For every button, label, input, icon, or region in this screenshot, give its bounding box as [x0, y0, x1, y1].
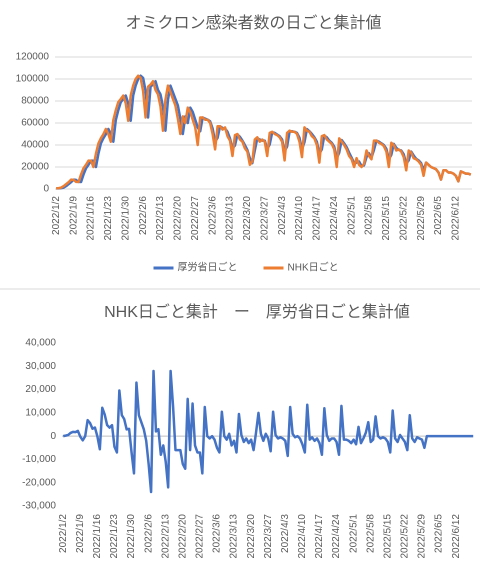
- x-tick-label: 2022/5/22: [398, 196, 409, 241]
- y-tick-label: 60000: [21, 118, 49, 129]
- y-tick-label: 40000: [21, 140, 49, 151]
- x-tick-label: 2022/5/8: [365, 514, 376, 553]
- x-tick-label: 2022/6/5: [434, 514, 445, 553]
- y-tick-label: 10,000: [25, 407, 56, 418]
- x-tick-label: 2022/5/22: [400, 514, 411, 559]
- y-tick-label: 0: [50, 431, 56, 442]
- x-tick-label: 2022/3/27: [263, 514, 274, 559]
- x-tick-label: 2022/4/10: [294, 196, 305, 241]
- x-tick-label: 2022/2/20: [177, 514, 188, 559]
- x-tick-label: 2022/4/17: [314, 514, 325, 559]
- x-tick-label: 2022/4/3: [280, 514, 291, 553]
- x-tick-label: 2022/1/23: [103, 196, 114, 241]
- x-tick-label: 2022/3/13: [229, 514, 240, 559]
- y-tick-label: 20,000: [25, 384, 56, 395]
- x-tick-label: 2022/6/12: [451, 514, 462, 559]
- x-tick-label: 2022/3/20: [242, 196, 253, 241]
- y-tick-label: 100000: [16, 74, 50, 85]
- legend-label: 厚労省日ごと: [178, 261, 238, 274]
- x-tick-label: 2022/4/24: [329, 196, 340, 241]
- y-tick-label: -20,000: [22, 477, 56, 488]
- y-tick-label: -30,000: [22, 501, 56, 512]
- x-tick-label: 2022/2/20: [173, 196, 184, 241]
- x-tick-label: 2022/2/13: [160, 514, 171, 559]
- x-tick-label: 2022/6/12: [451, 196, 462, 241]
- x-tick-label: 2022/2/27: [190, 196, 201, 241]
- y-tick-label: 0: [43, 184, 49, 195]
- y-tick-label: 40,000: [25, 338, 56, 349]
- x-tick-label: 2022/4/10: [297, 514, 308, 559]
- x-tick-label: 2022/2/27: [195, 514, 206, 559]
- x-tick-label: 2022/5/1: [348, 514, 359, 553]
- data-line: [56, 74, 472, 190]
- x-tick-label: 2022/5/15: [381, 196, 392, 241]
- x-tick-label: 2022/1/16: [92, 514, 103, 559]
- y-tick-label: -10,000: [22, 454, 56, 465]
- x-tick-label: 2022/3/6: [207, 196, 218, 235]
- x-tick-label: 2022/3/13: [225, 196, 236, 241]
- y-tick-label: 20000: [21, 162, 49, 173]
- x-tick-label: 2022/4/24: [331, 514, 342, 559]
- y-tick-label: 120000: [16, 52, 50, 63]
- x-tick-label: 2022/2/6: [143, 514, 154, 553]
- x-tick-label: 2022/5/15: [382, 514, 393, 559]
- x-tick-label: 2022/1/30: [120, 196, 131, 241]
- chart-title: オミクロン感染者数の日ごと集計値: [125, 14, 381, 32]
- data-line: [62, 369, 474, 494]
- x-tick-label: 2022/2/6: [138, 196, 149, 235]
- x-tick-label: 2022/1/2: [58, 514, 69, 553]
- y-tick-label: 30,000: [25, 361, 56, 372]
- x-tick-label: 2022/1/30: [126, 514, 137, 559]
- x-tick-label: 2022/3/27: [259, 196, 270, 241]
- x-tick-label: 2022/4/3: [277, 196, 288, 235]
- x-tick-label: 2022/2/13: [155, 196, 166, 241]
- x-tick-label: 2022/3/20: [246, 514, 257, 559]
- x-tick-label: 2022/5/1: [346, 196, 357, 235]
- x-tick-label: 2022/4/17: [312, 196, 323, 241]
- x-tick-label: 2022/1/2: [51, 196, 62, 235]
- x-tick-label: 2022/6/5: [433, 196, 444, 235]
- chart-title: NHK日ごと集計 ー 厚労省日ごと集計値: [104, 303, 410, 321]
- x-tick-label: 2022/5/29: [416, 196, 427, 241]
- x-tick-label: 2022/3/6: [212, 514, 223, 553]
- x-tick-label: 2022/1/9: [68, 196, 79, 235]
- x-tick-label: 2022/1/23: [109, 514, 120, 559]
- legend-label: NHK日ごと: [288, 261, 339, 274]
- x-tick-label: 2022/1/9: [75, 514, 86, 553]
- x-tick-label: 2022/1/16: [86, 196, 97, 241]
- y-tick-label: 80000: [21, 96, 49, 107]
- x-tick-label: 2022/5/8: [364, 196, 375, 235]
- x-tick-label: 2022/5/29: [417, 514, 428, 559]
